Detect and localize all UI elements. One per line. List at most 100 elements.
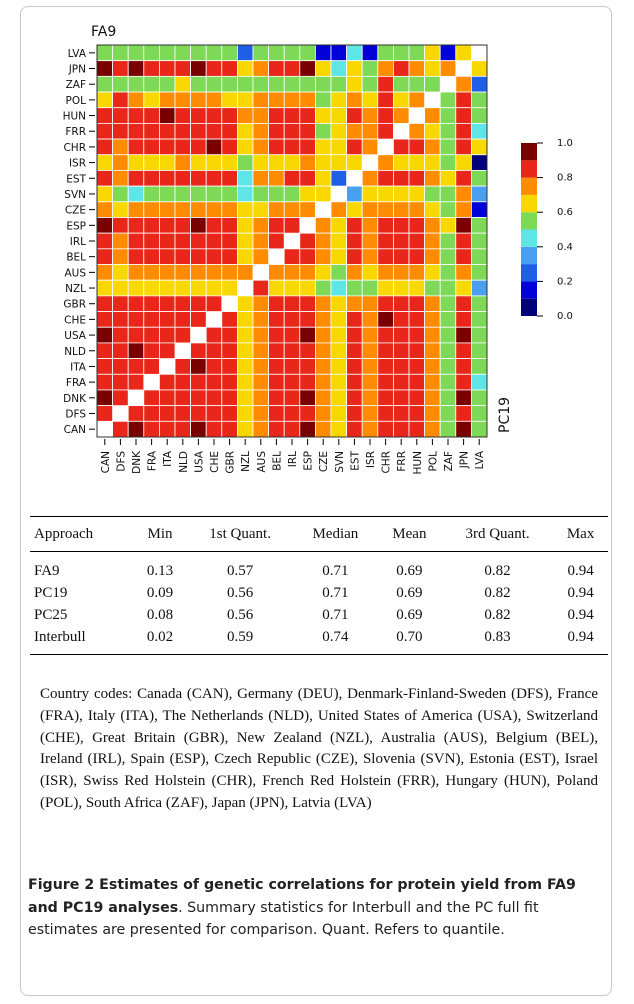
heatmap-cell	[377, 358, 394, 375]
heatmap-cell	[377, 326, 394, 344]
heatmap-cell	[268, 44, 285, 62]
heatmap-cell	[314, 123, 332, 140]
heatmap-cell	[470, 358, 488, 375]
heatmap-cell	[221, 201, 238, 218]
heatmap-cell	[346, 217, 363, 234]
heatmap-cell	[190, 75, 207, 93]
table-cell: 0.94	[553, 626, 608, 655]
heatmap-cell	[346, 201, 363, 218]
heatmap-cell	[361, 405, 379, 422]
heatmap-cell	[377, 232, 394, 250]
heatmap-cell	[158, 44, 176, 62]
heatmap-cell	[236, 138, 254, 156]
heatmap-cell	[470, 279, 488, 297]
y-tick-label: ISR	[69, 158, 86, 170]
heatmap-cell	[314, 420, 332, 438]
y-tick-label: CZE	[65, 205, 86, 217]
heatmap-cell	[158, 264, 176, 281]
heatmap-cell	[283, 201, 301, 218]
heatmap-cell	[190, 138, 207, 156]
heatmap-cell	[252, 279, 270, 297]
heatmap-cell	[283, 185, 301, 203]
heatmap-cell	[330, 91, 348, 109]
heatmap-cell	[96, 123, 114, 140]
heatmap-cell	[190, 44, 207, 62]
table-header-cell: 3rd Quant.	[441, 516, 554, 552]
heatmap-cell	[470, 123, 488, 140]
heatmap-cell	[96, 342, 114, 360]
heatmap-cell	[392, 44, 410, 62]
heatmap-cell	[455, 326, 472, 344]
heatmap-cell	[392, 248, 410, 265]
heatmap-cell	[424, 264, 441, 281]
heatmap-cell	[470, 138, 488, 156]
heatmap-cell	[283, 264, 301, 281]
heatmap-cell	[377, 295, 394, 312]
heatmap-cell	[205, 405, 223, 422]
heatmap-cell	[392, 420, 410, 438]
heatmap-cell	[408, 405, 426, 422]
heatmap-cell	[221, 138, 238, 156]
heatmap-cell	[283, 75, 301, 93]
heatmap-cell	[96, 154, 114, 171]
heatmap-cell	[127, 91, 145, 109]
heatmap-cell	[470, 232, 488, 250]
heatmap-cell	[190, 420, 207, 438]
heatmap-cell	[470, 405, 488, 422]
heatmap-cell	[408, 60, 426, 77]
heatmap-cell	[408, 138, 426, 156]
heatmap-cell	[205, 358, 223, 375]
heatmap-cell	[96, 326, 114, 344]
table-cell: 0.71	[322, 584, 349, 601]
heatmap-cell	[221, 358, 238, 375]
heatmap-cell	[96, 201, 114, 218]
heatmap-cell	[143, 389, 160, 407]
country-codes: Country codes: Canada (CAN), Germany (DE…	[40, 686, 598, 811]
heatmap-cell	[392, 342, 410, 360]
table-cell: 0.71	[322, 606, 349, 623]
colorbar-label: 0.2	[557, 276, 573, 287]
heatmap-cell	[455, 170, 472, 187]
heatmap-cell	[268, 342, 285, 360]
heatmap-cell	[439, 264, 457, 281]
heatmap-cell	[424, 405, 441, 422]
heatmap-cell	[190, 389, 207, 407]
heatmap-cell	[424, 75, 441, 93]
heatmap-cell	[221, 154, 238, 171]
heatmap-cell	[158, 201, 176, 218]
heatmap-cell	[143, 123, 160, 140]
heatmap-cell	[392, 154, 410, 171]
heatmap-cell	[470, 311, 488, 328]
y-tick-label: ESP	[66, 220, 86, 232]
x-tick-label: ISR	[365, 451, 377, 468]
heatmap-cell	[127, 170, 145, 187]
heatmap-cell	[205, 201, 223, 218]
heatmap-cell	[330, 154, 348, 171]
heatmap-cell	[408, 75, 426, 93]
colorbar-swatch	[521, 177, 537, 195]
heatmap-cell	[174, 217, 192, 234]
heatmap-cell	[158, 373, 176, 391]
heatmap-cell	[361, 342, 379, 360]
summary-table: Approach Min 1st Quant. Median Mean 3rd Quant…	[30, 516, 608, 655]
heatmap-cell	[268, 60, 285, 77]
heatmap-cell	[346, 295, 363, 312]
y-tick-label: CAN	[64, 424, 86, 436]
heatmap-cell	[112, 154, 129, 171]
heatmap-cell	[143, 138, 160, 156]
x-tick-label: USA	[193, 450, 205, 473]
heatmap-cell	[252, 311, 270, 328]
heatmap-cell	[408, 358, 426, 375]
heatmap-cell	[96, 75, 114, 93]
heatmap-cell	[439, 138, 457, 156]
heatmap-cell	[174, 75, 192, 93]
heatmap-cell	[221, 405, 238, 422]
heatmap-cell	[221, 264, 238, 281]
heatmap-cell	[330, 389, 348, 407]
heatmap-cell	[205, 107, 223, 124]
heatmap-cell	[252, 420, 270, 438]
heatmap-cell	[314, 44, 332, 62]
heatmap-cell	[424, 326, 441, 344]
heatmap-cell	[470, 373, 488, 391]
x-tick-label: CZE	[318, 451, 330, 472]
